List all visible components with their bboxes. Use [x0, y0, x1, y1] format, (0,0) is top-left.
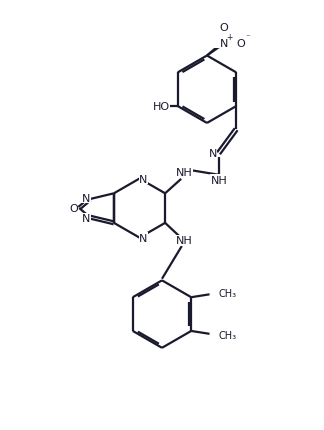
Text: O: O	[219, 22, 228, 33]
Text: +: +	[224, 32, 230, 41]
Text: CH₃: CH₃	[218, 288, 236, 298]
Text: HO: HO	[153, 102, 170, 112]
Text: N: N	[209, 148, 217, 158]
Text: N: N	[82, 194, 90, 203]
Text: N: N	[139, 233, 147, 243]
Text: O: O	[69, 203, 78, 214]
Text: O: O	[236, 39, 245, 49]
Text: N: N	[217, 38, 226, 48]
Text: N: N	[82, 214, 90, 224]
Text: N: N	[219, 39, 228, 49]
Text: O: O	[234, 37, 242, 47]
FancyBboxPatch shape	[213, 22, 257, 49]
Text: NH: NH	[176, 236, 193, 246]
Text: NH: NH	[211, 175, 227, 185]
Text: ⁻: ⁻	[243, 32, 248, 41]
Text: +: +	[226, 33, 232, 42]
Text: CH₃: CH₃	[218, 331, 236, 341]
Text: NH: NH	[176, 168, 193, 178]
Text: N: N	[139, 174, 147, 184]
Text: ⁻: ⁻	[245, 33, 250, 42]
